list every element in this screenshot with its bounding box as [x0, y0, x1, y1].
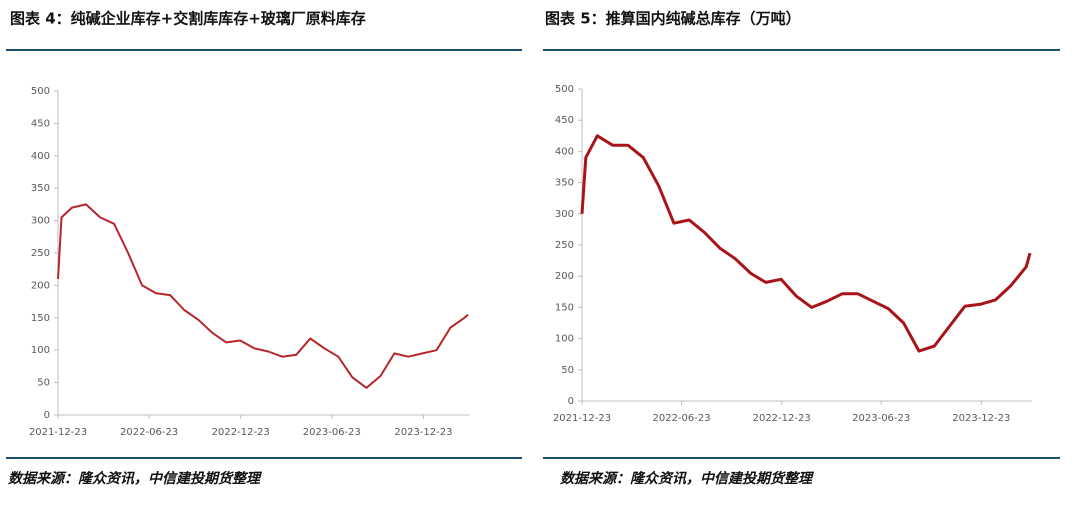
y-tick-label: 150: [31, 313, 50, 324]
y-tick-label: 500: [555, 84, 574, 95]
y-tick-label: 50: [561, 365, 574, 376]
x-tick-label: 2023-12-23: [952, 413, 1010, 424]
y-tick-label: 0: [568, 396, 574, 407]
source-note: 数据来源：隆众资讯，中信建投期货整理: [560, 470, 814, 487]
x-tick-label: 2023-06-23: [303, 427, 361, 438]
x-tick-label: 2021-12-23: [553, 413, 611, 424]
x-tick-label: 2021-12-23: [29, 427, 87, 438]
y-tick-label: 350: [31, 183, 50, 194]
x-tick-label: 2023-12-23: [394, 427, 452, 438]
y-tick-label: 150: [555, 302, 574, 313]
source-note: 数据来源：隆众资讯，中信建投期货整理: [8, 470, 262, 487]
data-line: [57, 203, 469, 389]
chart-title: 图表 5：推算国内纯碱总库存（万吨）: [545, 10, 801, 28]
y-tick-label: 350: [555, 178, 574, 189]
y-tick-label: 100: [555, 334, 574, 345]
y-tick-label: 400: [555, 146, 574, 157]
y-tick-label: 450: [555, 115, 574, 126]
y-tick-label: 50: [37, 378, 50, 389]
x-tick-label: 2023-06-23: [852, 413, 910, 424]
y-tick-label: 200: [31, 280, 50, 291]
y-tick-label: 500: [31, 86, 50, 97]
y-tick-label: 100: [31, 345, 50, 356]
x-tick-label: 2022-12-23: [212, 427, 270, 438]
chart-title: 图表 4：纯碱企业库存+交割库库存+玻璃厂原料库存: [10, 10, 366, 28]
y-tick-label: 450: [31, 118, 50, 129]
y-tick-label: 0: [44, 410, 50, 421]
y-tick-label: 300: [31, 216, 50, 227]
x-tick-label: 2022-06-23: [120, 427, 178, 438]
y-tick-label: 400: [31, 151, 50, 162]
y-tick-label: 250: [555, 240, 574, 251]
data-line: [580, 134, 1032, 353]
y-tick-label: 200: [555, 271, 574, 282]
y-tick-label: 250: [31, 248, 50, 259]
y-tick-label: 300: [555, 209, 574, 220]
x-tick-label: 2022-06-23: [652, 413, 710, 424]
x-tick-label: 2022-12-23: [753, 413, 811, 424]
